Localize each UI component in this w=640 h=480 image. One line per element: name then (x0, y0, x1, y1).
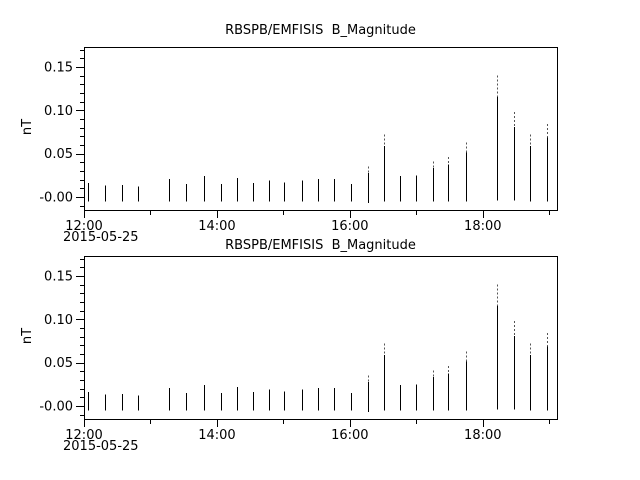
x-tick-label: 16:00 (331, 428, 368, 443)
x-tick-label: 12:00 (65, 219, 102, 234)
y-tick-label: 0.10 (44, 313, 73, 328)
plot1-date-label: 2015-05-25 (63, 230, 139, 245)
plot2-date-label: 2015-05-25 (63, 439, 139, 454)
x-tick-label: 14:00 (198, 428, 235, 443)
plot2-y-axis-label: nT (20, 327, 35, 345)
y-tick-label: 0.10 (44, 104, 73, 119)
x-tick-label: 16:00 (331, 219, 368, 234)
y-tick-label: 0.15 (44, 269, 73, 284)
x-tick-label: 14:00 (198, 219, 235, 234)
y-tick-label: 0.05 (44, 356, 73, 371)
y-tick-label: -0.00 (39, 399, 73, 414)
axes-box (84, 47, 558, 211)
x-tick-label: 18:00 (464, 219, 501, 234)
y-tick-label: 0.15 (44, 60, 73, 75)
plot2-title: RBSPB/EMFISIS B_Magnitude (225, 238, 416, 253)
axes-box (84, 256, 558, 420)
x-tick-label: 12:00 (65, 428, 102, 443)
plot1-title: RBSPB/EMFISIS B_Magnitude (225, 23, 416, 38)
y-tick-label: -0.00 (39, 190, 73, 205)
plot1-y-axis-label: nT (20, 118, 35, 136)
x-tick-label: 18:00 (464, 428, 501, 443)
y-tick-label: 0.05 (44, 147, 73, 162)
